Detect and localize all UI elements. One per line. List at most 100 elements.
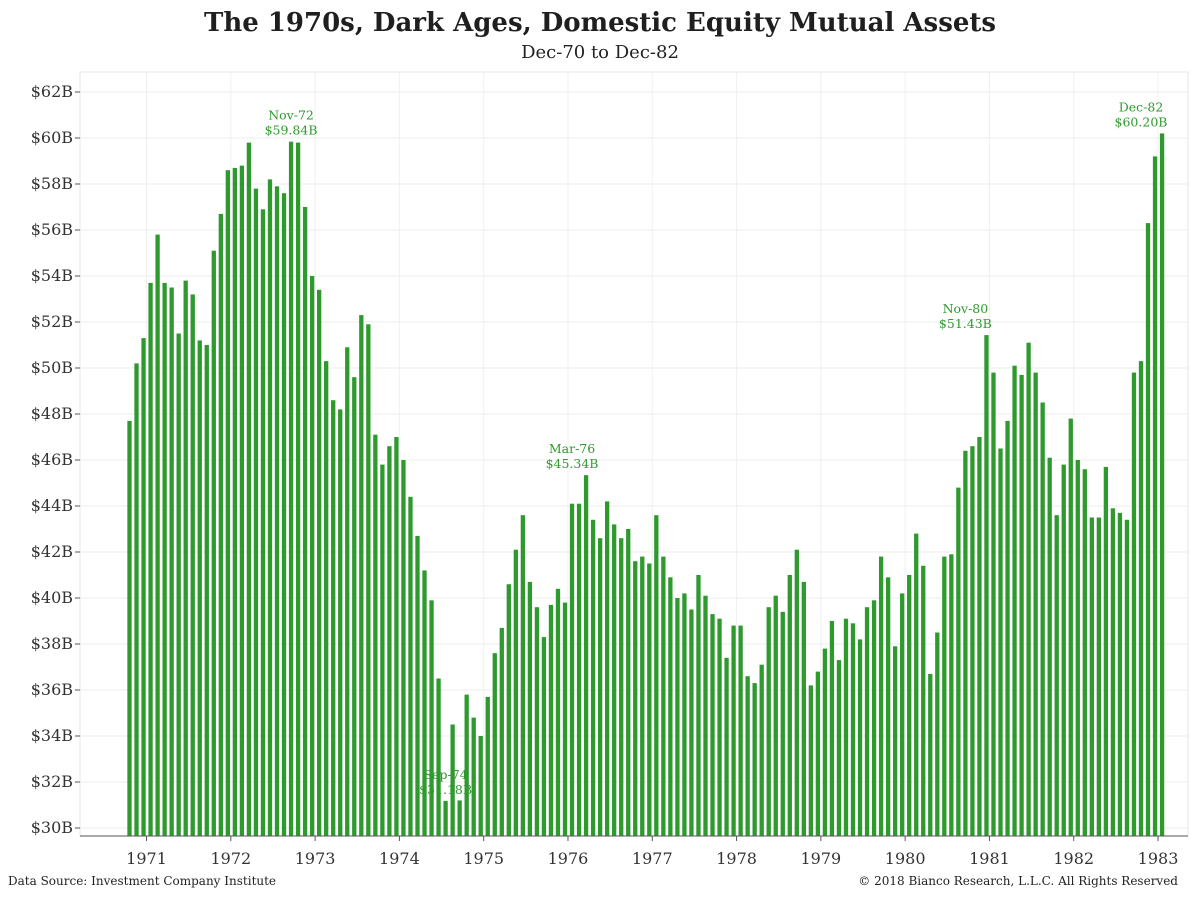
bar	[633, 561, 638, 836]
bar	[134, 363, 139, 836]
bar	[780, 611, 785, 836]
bar	[309, 276, 315, 836]
bar	[429, 600, 434, 836]
y-axis: $30B $32B $34B $36B $38B $40B $42B $44B $46B $48B…	[31, 82, 80, 837]
bar	[169, 287, 174, 836]
y-tick-label: $60B	[31, 128, 73, 147]
copyright-note: © 2018 Bianco Research, L.L.C. All Right…	[858, 874, 1178, 888]
bar	[998, 448, 1003, 836]
bar	[612, 524, 617, 836]
bar	[703, 595, 708, 836]
bar	[1061, 464, 1066, 836]
bar	[155, 234, 160, 837]
bar	[197, 340, 202, 836]
bar	[394, 437, 399, 836]
bar	[1096, 517, 1101, 836]
y-tick-label: $50B	[31, 358, 73, 377]
bar	[359, 315, 364, 837]
bar	[295, 142, 301, 837]
bar	[928, 673, 933, 836]
bar	[583, 475, 589, 836]
bar	[759, 664, 764, 836]
bar	[871, 600, 877, 836]
y-tick-label: $48B	[31, 404, 73, 423]
bar	[555, 588, 561, 836]
bar	[239, 165, 245, 837]
bar	[562, 602, 568, 836]
bar	[274, 186, 280, 837]
bar	[647, 563, 652, 836]
chart-title: The 1970s, Dark Ages, Domestic Equity Mu…	[203, 8, 997, 38]
bar	[829, 621, 835, 836]
bar	[317, 289, 322, 836]
bar	[534, 607, 540, 836]
bar	[738, 625, 743, 836]
annotation-date: Sep-74	[424, 767, 468, 782]
bar	[801, 581, 806, 836]
x-tick-label: 1972	[210, 849, 251, 868]
x-tick-label: 1974	[379, 849, 420, 868]
bar	[569, 503, 575, 836]
bar	[935, 632, 940, 836]
bar	[267, 179, 273, 836]
bar	[450, 724, 455, 836]
bar	[1117, 512, 1123, 836]
bar	[597, 538, 603, 836]
bar	[141, 338, 146, 836]
bar	[991, 372, 996, 836]
bar	[794, 549, 799, 836]
bar	[1012, 365, 1017, 836]
x-tick-label: 1981	[969, 849, 1010, 868]
bar	[668, 577, 673, 836]
x-tick-label: 1975	[463, 849, 504, 868]
bar	[127, 420, 132, 836]
bar	[345, 347, 350, 836]
bar	[626, 529, 631, 836]
bar	[211, 250, 216, 836]
bar	[724, 657, 729, 836]
chart-subtitle: Dec-70 to Dec-82	[521, 42, 679, 63]
bar	[253, 188, 259, 837]
bar	[1103, 466, 1109, 836]
bar	[900, 593, 905, 836]
y-tick-label: $56B	[31, 220, 73, 239]
y-tick-label: $40B	[31, 588, 73, 607]
y-tick-label: $30B	[31, 818, 73, 837]
bar	[956, 487, 961, 836]
bar	[949, 554, 954, 836]
bar	[324, 361, 329, 836]
bar	[963, 450, 968, 836]
bar	[506, 584, 511, 836]
bar	[190, 294, 195, 836]
y-tick-label: $32B	[31, 772, 73, 791]
bar	[689, 609, 694, 836]
bar	[527, 581, 533, 836]
y-tick-label: $44B	[31, 496, 73, 515]
bar	[183, 280, 188, 837]
y-tick-label: $58B	[31, 174, 73, 193]
annotation-date: Mar-76	[549, 441, 595, 456]
bar	[864, 607, 870, 836]
bar	[401, 460, 406, 836]
bar	[352, 377, 357, 836]
bar	[281, 193, 287, 836]
y-tick-label: $52B	[31, 312, 73, 331]
bar	[373, 434, 378, 836]
bar	[1138, 361, 1144, 836]
bar	[1152, 156, 1158, 836]
y-tick-label: $54B	[31, 266, 73, 285]
bar	[654, 515, 659, 836]
bar	[225, 170, 230, 836]
bar	[204, 345, 209, 836]
bar	[1110, 508, 1116, 836]
bar	[907, 575, 912, 836]
bar	[338, 409, 343, 836]
bar	[232, 167, 238, 836]
bar	[787, 575, 792, 836]
bar	[260, 209, 266, 837]
y-tick-label: $34B	[31, 726, 73, 745]
bar	[492, 653, 497, 836]
y-tick-label: $38B	[31, 634, 73, 653]
bar	[808, 685, 814, 836]
bar	[893, 646, 898, 836]
